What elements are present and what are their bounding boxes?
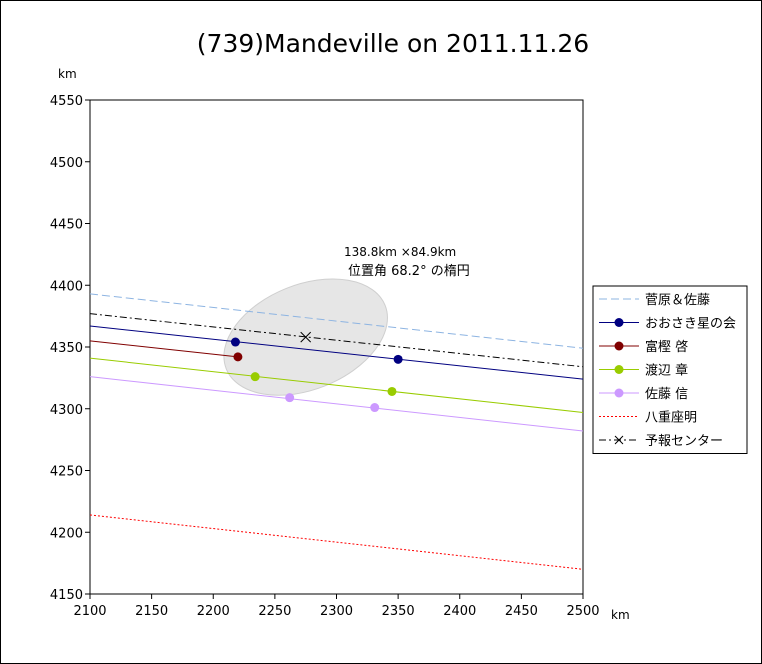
y-tick-label: 4250 bbox=[50, 465, 83, 480]
x-tick-label: 2350 bbox=[382, 604, 415, 619]
series-line-3 bbox=[89, 357, 584, 413]
x-tick-label: 2450 bbox=[505, 604, 538, 619]
legend-label: 八重座明 bbox=[645, 410, 697, 426]
legend-marker bbox=[614, 318, 624, 327]
series-line-5 bbox=[89, 514, 584, 570]
series-line-0 bbox=[89, 293, 584, 349]
y-tick-label: 4200 bbox=[50, 526, 83, 541]
x-tick-label: 2500 bbox=[566, 604, 599, 619]
prediction-center-marker bbox=[300, 331, 312, 343]
legend-label: 菅原＆佐藤 bbox=[645, 293, 710, 308]
y-tick-label: 4550 bbox=[50, 94, 83, 109]
ellipse-angle-label: 位置角 68.2° の楕円 bbox=[348, 264, 470, 279]
data-point bbox=[285, 393, 295, 403]
legend-label: 佐藤 信 bbox=[645, 387, 688, 402]
y-tick-label: 4450 bbox=[50, 218, 83, 233]
plot-layer bbox=[89, 278, 584, 570]
legend-label: おおさき星の会 bbox=[645, 317, 736, 332]
series-line-2 bbox=[89, 340, 238, 358]
y-tick-label: 4300 bbox=[50, 403, 83, 418]
ellipse-size-label: 138.8km ×84.9km bbox=[344, 245, 456, 259]
y-tick-label: 4350 bbox=[50, 341, 83, 356]
legend-marker bbox=[614, 341, 624, 351]
y-tick-label: 4150 bbox=[50, 588, 83, 603]
data-point bbox=[370, 403, 380, 413]
legend-label: 富樫 啓 bbox=[645, 339, 688, 355]
chart-title: (739)Mandeville on 2011.11.26 bbox=[197, 29, 589, 58]
data-point bbox=[393, 354, 403, 364]
x-tick-label: 2200 bbox=[197, 604, 230, 619]
legend-label: 予報センター bbox=[645, 434, 723, 449]
x-tick-label: 2100 bbox=[73, 604, 106, 619]
y-tick-label: 4500 bbox=[50, 156, 83, 171]
legend-marker bbox=[614, 435, 624, 445]
data-point bbox=[233, 352, 243, 362]
data-point bbox=[230, 337, 240, 347]
x-tick-label: 2300 bbox=[320, 604, 353, 619]
x-tick-label: 2400 bbox=[443, 604, 476, 619]
legend-marker bbox=[614, 388, 624, 398]
x-tick-label: 2250 bbox=[258, 604, 291, 619]
y-tick-label: 4400 bbox=[50, 279, 83, 294]
data-point bbox=[250, 372, 260, 382]
x-axis-unit: km bbox=[611, 608, 630, 622]
axes: 4150 4200 4250 4300 4350 4400 4450 4500 4550 2100… bbox=[50, 94, 600, 619]
x-tick-label: 2150 bbox=[135, 604, 168, 619]
data-point bbox=[387, 386, 397, 396]
y-axis-unit: km bbox=[58, 67, 77, 81]
series-line-1 bbox=[89, 325, 584, 380]
legend-label: 渡辺 章 bbox=[645, 363, 688, 379]
series-line-4 bbox=[89, 376, 584, 432]
legend-marker bbox=[614, 365, 624, 374]
